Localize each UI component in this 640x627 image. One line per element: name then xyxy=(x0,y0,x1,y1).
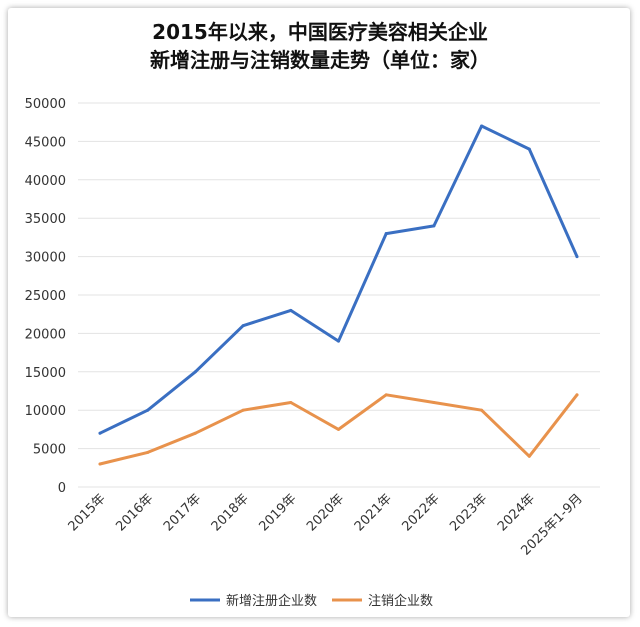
data-point xyxy=(289,308,293,312)
y-tick-label: 0 xyxy=(58,481,66,496)
data-point xyxy=(193,431,197,435)
x-tick-label: 2015年 xyxy=(66,491,109,534)
legend-label-1: 新增注册企业数 xyxy=(226,593,317,609)
grid-lines xyxy=(78,102,600,488)
data-point xyxy=(527,454,531,458)
data-point xyxy=(98,431,102,435)
data-point xyxy=(480,408,484,412)
data-point xyxy=(146,450,150,454)
x-tick-label: 2022年 xyxy=(400,491,443,534)
data-point xyxy=(575,393,579,397)
y-tick-label: 15000 xyxy=(25,366,66,381)
legend-label-2: 注销企业数 xyxy=(368,593,433,609)
data-point xyxy=(575,255,579,259)
y-tick-label: 10000 xyxy=(25,404,66,419)
chart-title-line-2: 新增注册与注销数量走势（单位：家） xyxy=(150,48,490,72)
y-tick-label: 30000 xyxy=(25,251,66,266)
y-tick-label: 5000 xyxy=(33,443,66,458)
y-tick-label: 40000 xyxy=(25,174,66,189)
x-tick-label: 2016年 xyxy=(113,491,156,534)
x-tick-label: 2019年 xyxy=(256,491,299,534)
x-axis: 2015年 2016年 2017年 2018年 2019年 2020年 2021年 2022年… xyxy=(66,491,586,558)
legend: 新增注册企业数 注销企业数 xyxy=(190,593,433,609)
x-tick-label: 2018年 xyxy=(209,491,252,534)
x-tick-label: 2021年 xyxy=(352,491,395,534)
data-point xyxy=(432,401,436,405)
chart-title-line-1: 2015年以来，中国医疗美容相关企业 xyxy=(152,20,488,44)
x-tick-label: 2023年 xyxy=(447,491,490,534)
series-line-1 xyxy=(98,124,579,435)
chart-frame xyxy=(8,8,630,617)
chart-title: 2015年以来，中国医疗美容相关企业 新增注册与注销数量走势（单位：家） xyxy=(0,18,640,74)
data-point xyxy=(337,427,340,431)
y-axis: 0 5000 10000 15000 20000 25000 30000 35000 40000… xyxy=(25,97,66,496)
data-point xyxy=(527,147,531,151)
y-tick-label: 50000 xyxy=(25,97,66,112)
data-point xyxy=(241,324,245,328)
data-point xyxy=(384,393,388,397)
data-point xyxy=(337,339,340,343)
data-point xyxy=(289,401,293,405)
y-tick-label: 35000 xyxy=(25,212,66,227)
data-point xyxy=(146,408,150,412)
data-point xyxy=(432,224,436,228)
x-tick-label: 2017年 xyxy=(161,491,204,534)
data-point xyxy=(241,408,245,412)
y-tick-label: 45000 xyxy=(25,135,66,150)
data-point xyxy=(480,124,484,128)
x-tick-label: 2024年 xyxy=(495,491,538,534)
series-lines xyxy=(98,124,579,466)
y-tick-label: 25000 xyxy=(25,289,66,304)
x-tick-label: 2020年 xyxy=(304,491,347,534)
data-point xyxy=(98,462,102,466)
data-point xyxy=(384,232,388,236)
data-point xyxy=(193,370,197,374)
y-tick-label: 20000 xyxy=(25,327,66,342)
